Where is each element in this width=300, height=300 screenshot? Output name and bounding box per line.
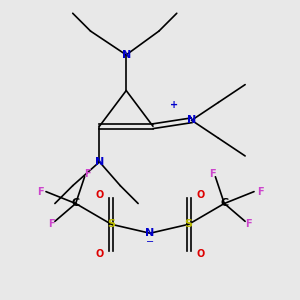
Text: F: F bbox=[84, 169, 91, 179]
Text: +: + bbox=[170, 100, 178, 110]
Text: O: O bbox=[196, 190, 205, 200]
Text: O: O bbox=[196, 249, 205, 259]
Text: N: N bbox=[122, 50, 131, 60]
Text: N: N bbox=[187, 115, 196, 125]
Text: S: S bbox=[107, 219, 116, 229]
Text: F: F bbox=[245, 219, 251, 229]
Text: C: C bbox=[72, 199, 80, 208]
Text: S: S bbox=[184, 219, 193, 229]
Text: N: N bbox=[146, 228, 154, 238]
Text: O: O bbox=[95, 190, 104, 200]
Text: F: F bbox=[209, 169, 216, 179]
Text: −: − bbox=[146, 237, 154, 247]
Text: F: F bbox=[49, 219, 55, 229]
Text: F: F bbox=[257, 187, 263, 196]
Text: O: O bbox=[95, 249, 104, 259]
Text: F: F bbox=[37, 187, 43, 196]
Text: C: C bbox=[220, 199, 228, 208]
Text: N: N bbox=[95, 157, 104, 167]
